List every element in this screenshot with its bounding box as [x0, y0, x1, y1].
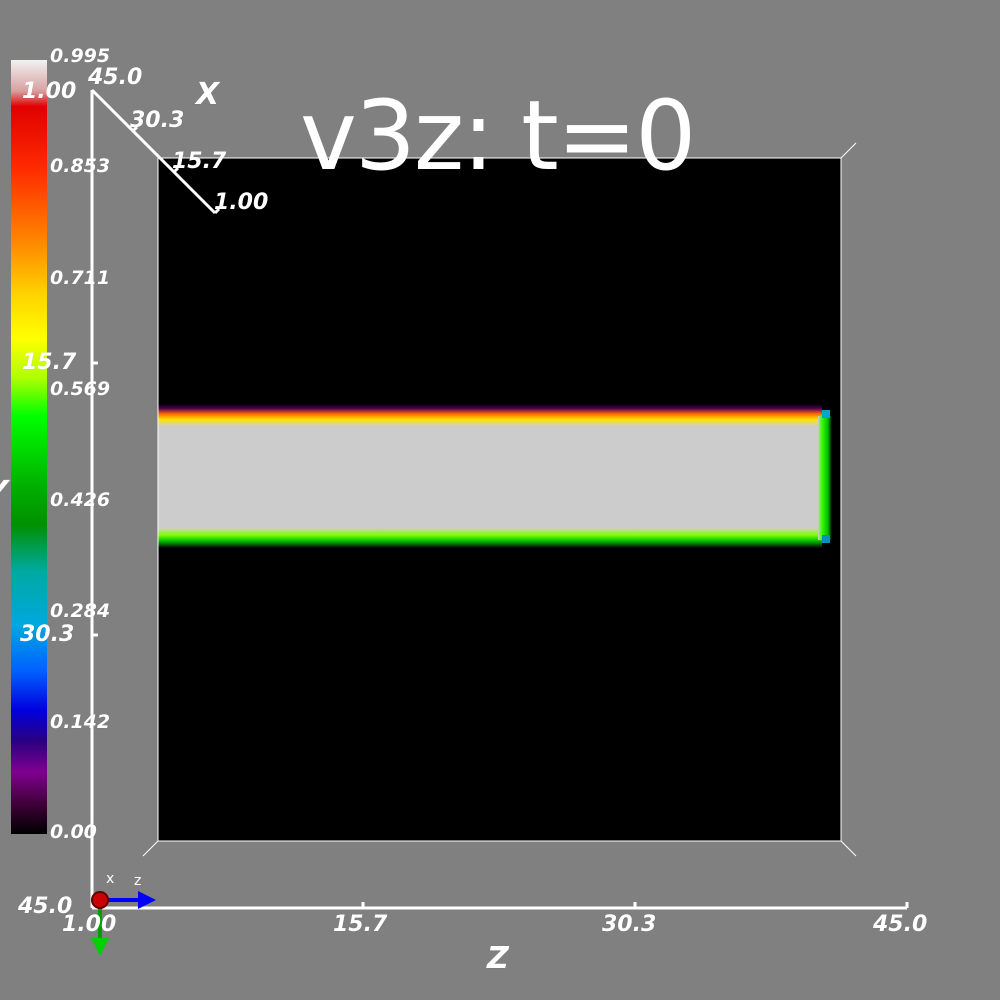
- x-axis-tick: 45.0: [88, 65, 143, 90]
- y-axis-tick: 1.00: [22, 79, 77, 104]
- bar-bottom-edge: [158, 528, 822, 548]
- axes-lines: [90, 88, 907, 910]
- y-axis-title: Y: [0, 478, 8, 508]
- z-axis-tick: 15.7: [333, 912, 388, 937]
- colorbar-tick: 0.569: [50, 378, 111, 400]
- bar-end-bottom-dot: [822, 535, 830, 543]
- y-axis-tick: 15.7: [22, 350, 77, 375]
- orientation-x-label: x: [106, 871, 115, 887]
- colorbar-tick: 0.711: [50, 267, 111, 289]
- colorbar-tick: 0.142: [50, 711, 111, 733]
- bar-core: [158, 426, 820, 529]
- z-axis-tick: 45.0: [873, 912, 928, 937]
- colorbar-gradient: [11, 60, 47, 834]
- colorbar-tick: 0.426: [50, 489, 111, 511]
- y-axis-tick: 30.3: [20, 622, 75, 647]
- z-axis-title: Z: [487, 941, 509, 976]
- orientation-widget: [91, 891, 156, 956]
- x-axis-title: X: [196, 77, 220, 112]
- plot-title: v3z: t=0: [300, 80, 696, 192]
- bar-top-edge: [158, 404, 822, 426]
- x-axis-tick: 1.00: [214, 190, 269, 215]
- bar-end-top-dot: [822, 410, 830, 418]
- colorbar-tick: 0.995: [50, 45, 111, 67]
- colorbar-tick: 0.284: [50, 600, 111, 622]
- bounding-box: [142, 142, 857, 857]
- z-axis-tick: 1.00: [62, 912, 117, 937]
- y-axis-tick: 45.0: [18, 894, 73, 919]
- z-axis-tick: 30.3: [602, 912, 657, 937]
- colorbar-tick: 0.853: [50, 155, 111, 177]
- x-axis-tick: 30.3: [130, 108, 185, 133]
- orientation-z-label: z: [134, 873, 142, 889]
- colorbar-tick: 0.00: [50, 821, 97, 843]
- axis-ticks: [92, 125, 909, 908]
- bar-end-edge: [818, 416, 832, 540]
- x-axis-tick: 15.7: [172, 149, 227, 174]
